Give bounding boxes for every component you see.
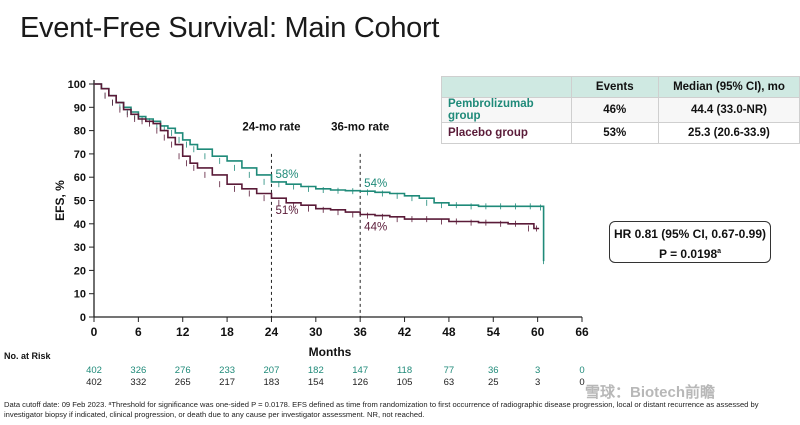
- at-risk-placebo: 126: [352, 377, 368, 388]
- watermark: 雪球：Biotech前瞻: [585, 384, 716, 401]
- pembro-row-label: Pembrolizumab group: [441, 97, 572, 123]
- y-tick-label: 30: [74, 242, 86, 254]
- x-tick-label: 60: [531, 325, 545, 339]
- placebo-events: 53%: [570, 122, 659, 144]
- point-label: 54%: [364, 178, 387, 190]
- at-risk-pembro: 207: [264, 365, 280, 376]
- at-risk-placebo: 265: [175, 377, 191, 388]
- x-tick-label: 12: [176, 325, 190, 339]
- hazard-ratio-box: HR 0.81 (95% CI, 0.67-0.99) P = 0.0198a: [609, 221, 771, 263]
- events-header: Events: [570, 76, 659, 98]
- x-tick-label: 30: [309, 325, 323, 339]
- at-risk-pembro: 0: [579, 365, 584, 376]
- point-label: 44%: [364, 221, 387, 233]
- y-tick-label: 10: [74, 289, 86, 301]
- at-risk-placebo: 402: [86, 377, 102, 388]
- footnote: Data cutoff date: 09 Feb 2023. ᵃThreshol…: [4, 400, 759, 419]
- x-tick-label: 0: [91, 325, 98, 339]
- y-tick-label: 0: [80, 312, 86, 324]
- y-tick-label: 80: [74, 126, 86, 138]
- placebo-row-label: Placebo group: [441, 122, 572, 144]
- x-axis-label: Months: [309, 345, 352, 359]
- at-risk-placebo: 332: [130, 377, 146, 388]
- at-risk-placebo: 105: [397, 377, 413, 388]
- x-tick-label: 24: [265, 325, 279, 339]
- at-risk-placebo: 25: [488, 377, 499, 388]
- at-risk-pembro: 118: [397, 365, 412, 376]
- at-risk-placebo: 217: [219, 377, 235, 388]
- y-tick-label: 40: [74, 219, 86, 231]
- at-risk-pembro: 182: [308, 365, 324, 376]
- x-tick-label: 18: [220, 325, 234, 339]
- at-risk-pembro: 402: [86, 365, 102, 376]
- slide-title: Event-Free Survival: Main Cohort: [20, 12, 440, 44]
- p-value-line: P = 0.0198a: [658, 247, 722, 261]
- hr-line: HR 0.81 (95% CI, 0.67-0.99): [613, 227, 767, 241]
- survival-curve: [94, 83, 540, 230]
- table-corner: [441, 76, 572, 98]
- events-table: Events Median (95% CI), mo Pembrolizumab…: [441, 76, 800, 144]
- at-risk-placebo: 63: [444, 377, 455, 388]
- reference-line-label: 36-mo rate: [331, 122, 389, 134]
- median-header: Median (95% CI), mo: [657, 76, 800, 98]
- at-risk-placebo: 154: [308, 377, 324, 388]
- at-risk-pembro: 3: [535, 365, 540, 376]
- at-risk-placebo: 0: [579, 377, 584, 388]
- y-tick-label: 100: [68, 79, 86, 91]
- at-risk-placebo: 183: [264, 377, 280, 388]
- x-tick-label: 54: [487, 325, 501, 339]
- pembro-median: 44.4 (33.0-NR): [657, 97, 800, 123]
- y-tick-label: 20: [74, 265, 86, 277]
- point-label: 58%: [275, 169, 298, 181]
- y-tick-label: 60: [74, 172, 86, 184]
- x-tick-label: 36: [354, 325, 368, 339]
- at-risk-pembro: 276: [175, 365, 191, 376]
- x-tick-label: 66: [575, 325, 589, 339]
- point-label: 51%: [275, 205, 298, 217]
- y-tick-label: 90: [74, 102, 86, 114]
- y-axis-label: EFS, %: [53, 180, 67, 221]
- pembro-events: 46%: [570, 97, 659, 123]
- reference-line-label: 24-mo rate: [242, 122, 300, 134]
- at-risk-label: No. at Risk: [4, 351, 52, 361]
- at-risk-pembro: 233: [219, 365, 235, 376]
- at-risk-pembro: 326: [130, 365, 146, 376]
- x-tick-label: 42: [398, 325, 412, 339]
- x-tick-label: 6: [135, 325, 142, 339]
- at-risk-pembro: 77: [444, 365, 455, 376]
- placebo-median: 25.3 (20.6-33.9): [657, 122, 800, 144]
- at-risk-placebo: 3: [535, 377, 540, 388]
- x-tick-label: 48: [442, 325, 456, 339]
- y-tick-label: 70: [74, 149, 86, 161]
- at-risk-pembro: 36: [488, 365, 499, 376]
- at-risk-pembro: 147: [352, 365, 368, 376]
- y-tick-label: 50: [74, 196, 86, 208]
